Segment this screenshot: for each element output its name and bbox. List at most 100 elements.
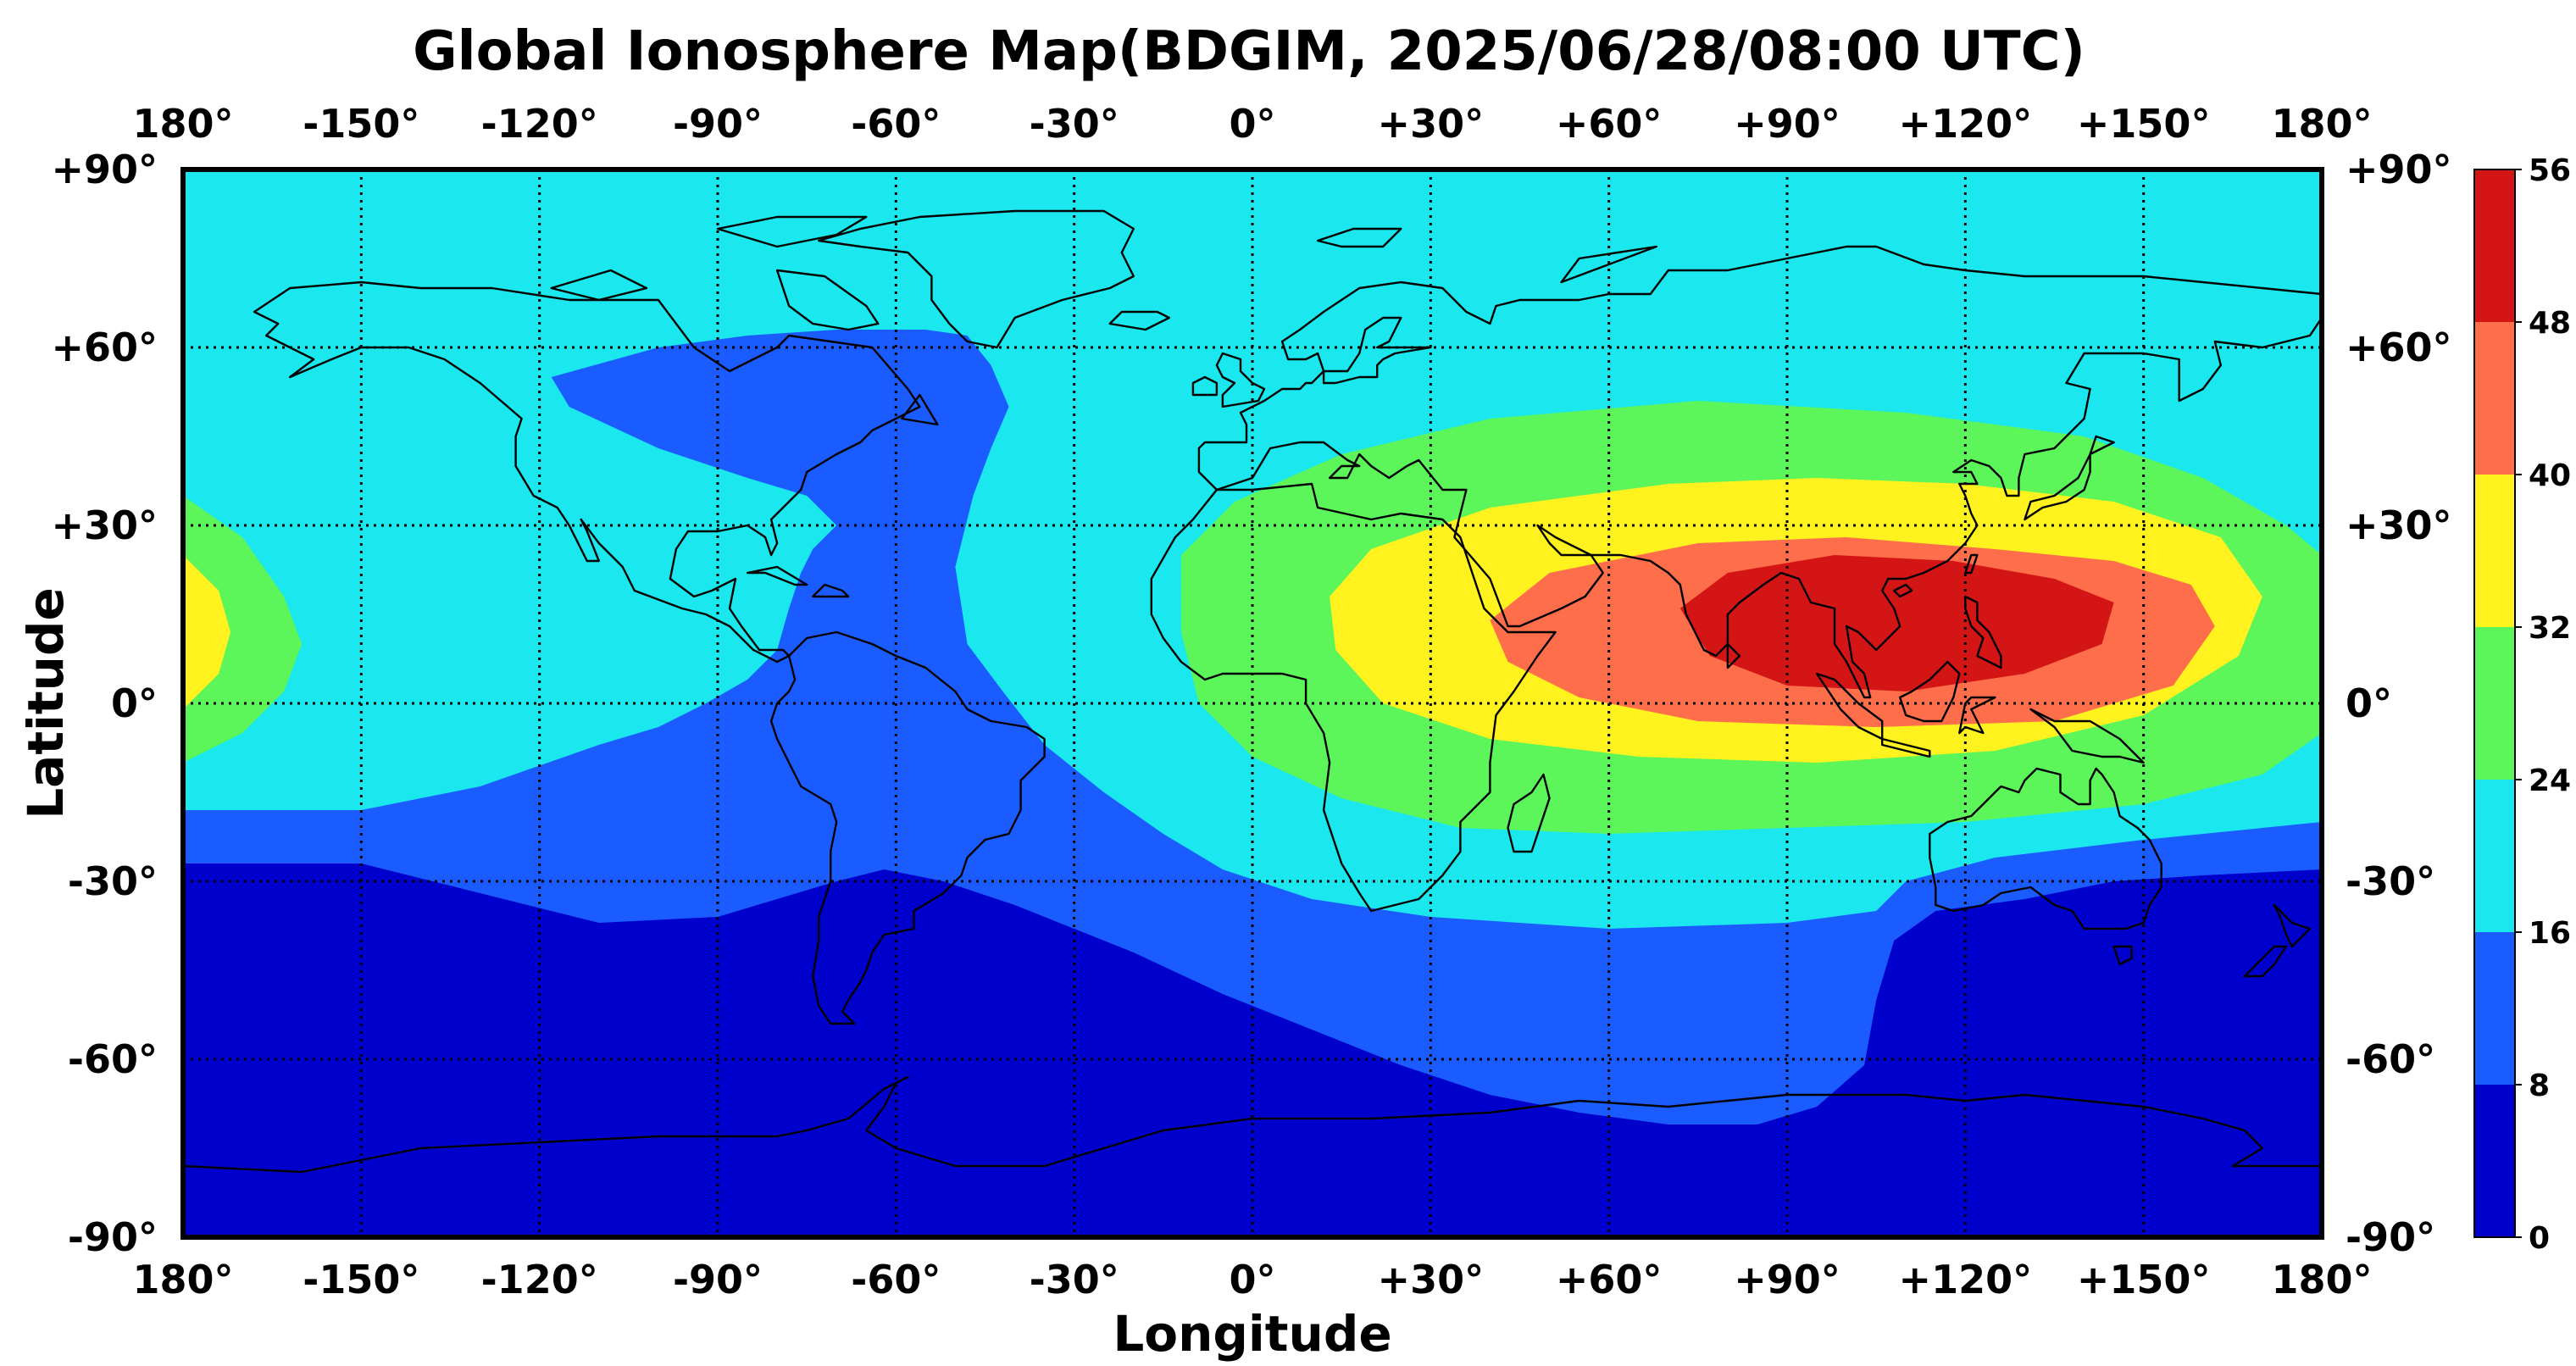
colorbar-frame	[2473, 169, 2516, 1238]
coastline-tasmania	[2112, 945, 2133, 966]
x-tick-top-6: 0°	[1229, 101, 1275, 147]
colorbar-tick-7: 56	[2529, 153, 2571, 188]
colorbar-band-8-16	[2474, 932, 2515, 1085]
colorbar-tick-5: 40	[2529, 458, 2571, 493]
map-frame	[180, 167, 2324, 1240]
colorbar-band-48-56	[2474, 169, 2515, 322]
contour-region-32-4	[183, 555, 231, 709]
coastline-novaya-zemlya	[1560, 245, 1658, 284]
colorbar-tick-2: 16	[2529, 916, 2571, 951]
coastline-svalbard	[1316, 227, 1402, 248]
x-tick-bottom-4: -60°	[851, 1257, 941, 1302]
coastline-new-guinea	[2029, 708, 2145, 764]
colorbar	[2473, 169, 2516, 1238]
coastline-taiwan	[1964, 553, 1979, 575]
x-tick-top-3: -90°	[673, 101, 763, 147]
x-tick-top-1: -150°	[303, 101, 419, 147]
coastline-japan	[2024, 435, 2115, 521]
x-tick-bottom-1: -150°	[303, 1257, 419, 1302]
x-ticks-top: 180° -150° -120° -90° -60° -30° 0° +30° +60° +90°…	[132, 101, 2372, 147]
coastline-baffin-island	[775, 269, 880, 331]
y-tick-right-0: +90°	[2346, 147, 2452, 192]
coastline-eurasia	[1197, 245, 2322, 699]
y-tick-right-5: -60°	[2346, 1036, 2435, 1082]
x-tick-top-7: +30°	[1378, 101, 1485, 147]
x-tick-top-9: +90°	[1734, 101, 1840, 147]
x-tick-bottom-9: +90°	[1734, 1257, 1840, 1302]
y-tick-right-3: 0°	[2346, 680, 2392, 726]
x-tick-bottom-12: 180°	[2271, 1257, 2372, 1302]
chart-title: Global Ionosphere Map(BDGIM, 2025/06/28/…	[413, 20, 2085, 83]
y-ticks-right: +90° +60° +30° 0° -30° -60° -90°	[2346, 147, 2452, 1260]
coastline-iceland	[1108, 310, 1171, 331]
y-tick-right-1: +60°	[2346, 325, 2452, 370]
coastline-philippines	[1964, 595, 2002, 669]
colorbar-band-0-8	[2474, 1085, 2515, 1237]
coastline-new-zealand-south	[2243, 945, 2288, 978]
x-tick-bottom-8: +60°	[1556, 1257, 1663, 1302]
coastline-sumatra	[1815, 672, 1884, 741]
x-tick-bottom-10: +120°	[1899, 1257, 2033, 1302]
grid-layer	[183, 169, 2322, 1237]
x-tick-bottom-7: +30°	[1378, 1257, 1485, 1302]
coastline-cuba	[746, 565, 808, 586]
y-tick-right-6: -90°	[2346, 1214, 2435, 1260]
coastline-ellesmere-island	[716, 215, 868, 248]
coastline-sri-lanka	[1726, 642, 1741, 669]
x-tick-bottom-3: -90°	[673, 1257, 763, 1302]
x-tick-top-4: -60°	[851, 101, 941, 147]
y-tick-right-2: +30°	[2346, 503, 2452, 548]
x-tick-bottom-11: +150°	[2077, 1257, 2211, 1302]
x-tick-top-0: 180°	[132, 101, 233, 147]
colorbar-tick-0: 0	[2529, 1221, 2550, 1256]
y-ticks-left: +90° +60° +30° 0° -30° -60° -90°	[51, 147, 158, 1260]
y-tick-left-2: +30°	[51, 503, 158, 548]
colorbar-tick-4: 32	[2529, 611, 2571, 646]
y-axis-label: Latitude	[17, 587, 75, 819]
x-tick-top-2: -120°	[481, 101, 598, 147]
coastline-ireland	[1191, 375, 1219, 397]
coastline-hainan	[1892, 583, 1913, 598]
coastline-layer	[183, 209, 2322, 1174]
y-tick-left-6: -90°	[68, 1214, 158, 1260]
y-tick-left-4: -30°	[68, 858, 158, 904]
coastline-newfoundland	[901, 393, 939, 426]
x-tick-bottom-6: 0°	[1229, 1257, 1275, 1302]
colorbar-tick-3: 24	[2529, 764, 2571, 798]
colorbar-band-32-40	[2474, 475, 2515, 627]
x-ticks-bottom: 180° -150° -120° -90° -60° -30° 0° +30° +60° +90°…	[132, 1257, 2372, 1302]
map-area	[183, 169, 2322, 1237]
x-axis-label: Longitude	[1113, 1305, 1391, 1363]
coastline-baltic-scandinavia	[1322, 316, 1432, 385]
coastline-south-america	[769, 630, 1046, 1025]
colorbar-tick-6: 48	[2529, 306, 2571, 341]
contour-region-48-7	[1679, 555, 2114, 691]
y-tick-left-1: +60°	[51, 325, 158, 370]
x-tick-top-5: -30°	[1030, 101, 1119, 147]
coastline-hispaniola	[812, 583, 850, 598]
coastline-africa	[1150, 482, 1557, 913]
x-tick-bottom-5: -30°	[1030, 1257, 1119, 1302]
colorbar-ticks: 0 8 16 24 32 40 48 56	[2515, 153, 2571, 1256]
coastline-antarctica	[183, 1075, 2322, 1174]
contour-region-24-2	[183, 496, 303, 763]
x-tick-bottom-2: -120°	[481, 1257, 598, 1302]
colorbar-tick-1: 8	[2529, 1069, 2550, 1103]
coastline-great-britain	[1215, 352, 1266, 408]
y-tick-left-5: -60°	[68, 1036, 158, 1082]
x-tick-top-10: +120°	[1899, 101, 2033, 147]
y-tick-right-4: -30°	[2346, 858, 2435, 904]
coastline-new-zealand-north	[2273, 903, 2312, 948]
coastline-greenland	[818, 209, 1135, 349]
colorbar-band-40-48	[2474, 322, 2515, 475]
y-tick-left-0: +90°	[51, 147, 158, 192]
coastline-madagascar	[1507, 773, 1551, 853]
colorbar-band-24-32	[2474, 627, 2515, 780]
x-tick-top-8: +60°	[1556, 101, 1663, 147]
coastline-victoria-island	[550, 269, 648, 302]
x-tick-top-12: 180°	[2271, 101, 2372, 147]
x-tick-top-11: +150°	[2077, 101, 2211, 147]
y-tick-left-3: 0°	[111, 680, 158, 726]
coastline-java	[1880, 737, 1931, 758]
